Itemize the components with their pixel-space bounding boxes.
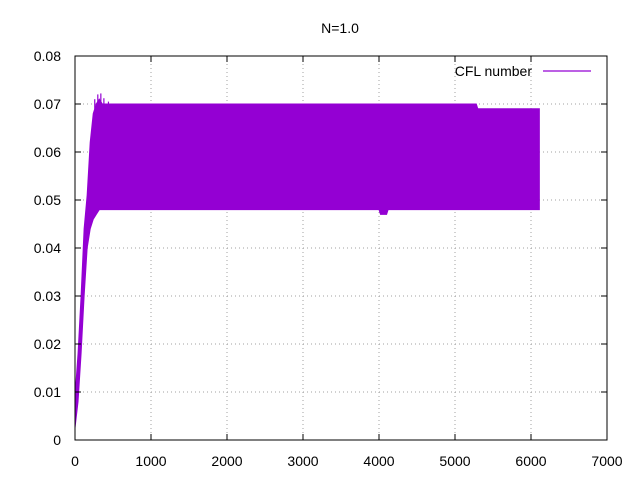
series-cfl-number <box>74 93 540 429</box>
y-tick-label: 0.01 <box>34 384 61 400</box>
axis-ticks: 0 1000 2000 3000 4000 5000 6000 7000 0 0.01 0.02 0.… <box>34 48 623 469</box>
legend: CFL number <box>455 63 591 79</box>
x-tick-label: 6000 <box>515 453 546 469</box>
y-tick-label: 0.05 <box>34 192 61 208</box>
chart-title: N=1.0 <box>321 20 359 36</box>
y-tick-label: 0.04 <box>34 240 61 256</box>
x-tick-label: 5000 <box>439 453 470 469</box>
y-tick-label: 0.06 <box>34 144 61 160</box>
x-tick-label: 7000 <box>591 453 622 469</box>
y-tick-label: 0.07 <box>34 96 61 112</box>
x-tick-label: 4000 <box>363 453 394 469</box>
x-tick-label: 3000 <box>287 453 318 469</box>
y-tick-label: 0.02 <box>34 336 61 352</box>
y-tick-label: 0.03 <box>34 288 61 304</box>
legend-label: CFL number <box>455 63 533 79</box>
x-tick-label: 0 <box>71 453 79 469</box>
cfl-band <box>74 98 540 429</box>
y-tick-label: 0 <box>53 432 61 448</box>
x-tick-label: 2000 <box>211 453 242 469</box>
y-tick-label: 0.08 <box>34 48 61 64</box>
x-tick-label: 1000 <box>135 453 166 469</box>
